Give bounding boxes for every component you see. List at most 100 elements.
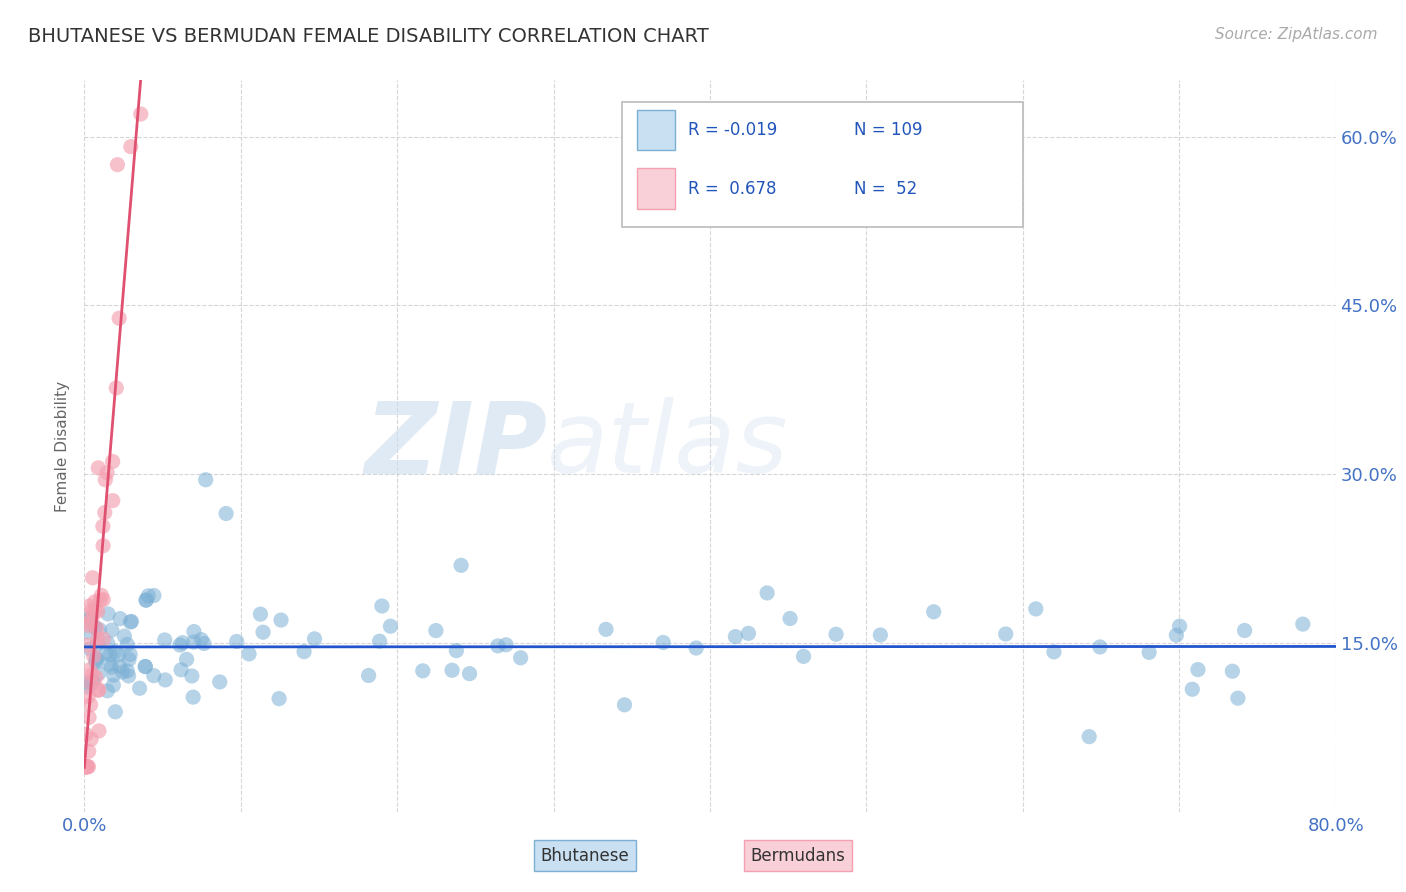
Point <box>128 681 150 696</box>
Point <box>190 632 212 647</box>
Point <box>87 682 110 697</box>
Point <box>1292 617 1315 632</box>
Point <box>1078 730 1101 744</box>
Point <box>1043 645 1066 659</box>
Point <box>155 673 177 687</box>
Point <box>108 612 131 626</box>
Point <box>509 650 531 665</box>
Point <box>724 630 747 644</box>
Point <box>134 659 156 673</box>
Point <box>80 667 103 681</box>
Point <box>238 647 260 661</box>
Point <box>120 615 142 629</box>
Point <box>779 611 801 625</box>
Point <box>91 539 114 553</box>
Point <box>117 638 139 652</box>
Point <box>685 640 707 655</box>
Point <box>86 622 108 636</box>
Point <box>108 659 131 673</box>
Point <box>77 710 100 724</box>
Point <box>486 639 509 653</box>
Point <box>77 680 100 694</box>
Point <box>1187 663 1209 677</box>
Text: N =  52: N = 52 <box>853 179 917 197</box>
Point <box>441 663 464 677</box>
Point <box>170 663 193 677</box>
Point <box>83 595 105 609</box>
Point <box>793 649 815 664</box>
Point <box>595 623 617 637</box>
Point <box>134 659 156 673</box>
Point <box>79 611 101 625</box>
Point <box>142 668 165 682</box>
Point <box>91 519 114 533</box>
Point <box>183 624 205 639</box>
Point <box>87 460 110 475</box>
Point <box>103 668 125 682</box>
Point <box>425 624 447 638</box>
Point <box>96 466 118 480</box>
Point <box>176 652 198 666</box>
Point <box>77 690 100 704</box>
Point <box>84 670 107 684</box>
Point <box>75 727 97 741</box>
Point <box>89 623 111 637</box>
Point <box>77 618 100 632</box>
Point <box>75 760 97 774</box>
Point <box>922 605 945 619</box>
Point <box>80 611 103 625</box>
Point <box>75 760 97 774</box>
Point <box>135 593 157 607</box>
Point <box>1168 619 1191 633</box>
FancyBboxPatch shape <box>637 169 675 209</box>
Point <box>79 663 101 677</box>
Point <box>172 636 194 650</box>
Point <box>86 604 108 618</box>
Point <box>87 723 110 738</box>
Point <box>458 666 481 681</box>
Point <box>98 657 121 672</box>
Point <box>79 641 101 656</box>
Point <box>120 615 142 629</box>
Point <box>249 607 271 622</box>
Point <box>89 593 111 607</box>
Point <box>79 675 101 690</box>
Point <box>252 625 274 640</box>
Point <box>136 589 159 603</box>
Point <box>94 646 117 660</box>
Text: BHUTANESE VS BERMUDAN FEMALE DISABILITY CORRELATION CHART: BHUTANESE VS BERMUDAN FEMALE DISABILITY … <box>28 27 709 45</box>
Text: Bermudans: Bermudans <box>751 847 845 864</box>
Point <box>77 744 100 758</box>
Point <box>76 760 98 774</box>
Point <box>737 626 759 640</box>
Point <box>76 638 98 652</box>
FancyBboxPatch shape <box>637 110 675 150</box>
Point <box>111 665 134 679</box>
Point <box>75 760 97 774</box>
Point <box>112 629 135 643</box>
Point <box>135 593 157 607</box>
Point <box>118 652 141 666</box>
Point <box>371 599 394 613</box>
Point <box>79 599 101 613</box>
Point <box>380 619 402 633</box>
Point <box>446 643 468 657</box>
Point <box>193 636 215 650</box>
Point <box>1226 691 1249 706</box>
Point <box>82 603 104 617</box>
Point <box>86 637 108 651</box>
Point <box>101 623 124 637</box>
Point <box>86 651 108 665</box>
Y-axis label: Female Disability: Female Disability <box>55 380 70 512</box>
Point <box>142 589 165 603</box>
Point <box>80 674 103 689</box>
Point <box>1222 664 1244 678</box>
Point <box>613 698 636 712</box>
Text: R =  0.678: R = 0.678 <box>688 179 776 197</box>
Point <box>80 732 103 747</box>
Point <box>82 675 104 690</box>
Point <box>117 664 139 678</box>
Point <box>1025 602 1047 616</box>
Text: N = 109: N = 109 <box>853 121 922 139</box>
Point <box>269 691 291 706</box>
